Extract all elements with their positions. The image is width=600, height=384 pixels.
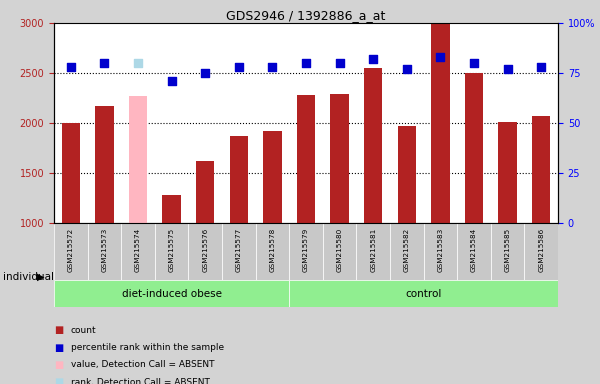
Point xyxy=(100,60,109,66)
Text: GSM215577: GSM215577 xyxy=(236,227,242,271)
Text: ■: ■ xyxy=(54,360,63,370)
Bar xyxy=(465,73,483,223)
Text: GSM215586: GSM215586 xyxy=(538,227,544,271)
Bar xyxy=(88,223,121,280)
Bar xyxy=(331,94,349,223)
Bar xyxy=(532,116,550,223)
Point xyxy=(368,56,378,62)
Bar xyxy=(155,223,188,280)
Bar xyxy=(121,223,155,280)
Point xyxy=(133,60,143,66)
Bar xyxy=(524,223,558,280)
Point xyxy=(335,60,344,66)
Bar xyxy=(129,96,147,223)
Bar xyxy=(54,280,289,307)
Text: ■: ■ xyxy=(54,343,63,353)
Bar xyxy=(424,223,457,280)
Bar xyxy=(196,161,214,223)
Bar xyxy=(499,122,517,223)
Point xyxy=(234,64,244,70)
Bar xyxy=(457,223,491,280)
Point xyxy=(503,66,512,72)
Text: rank, Detection Call = ABSENT: rank, Detection Call = ABSENT xyxy=(71,377,209,384)
Text: GSM215573: GSM215573 xyxy=(101,227,107,271)
Bar xyxy=(356,223,390,280)
Text: GSM215574: GSM215574 xyxy=(135,227,141,271)
Bar xyxy=(188,223,222,280)
Bar xyxy=(54,223,88,280)
Bar xyxy=(323,223,356,280)
Bar xyxy=(222,223,256,280)
Bar xyxy=(364,68,382,223)
Text: GSM215575: GSM215575 xyxy=(169,227,175,271)
Text: count: count xyxy=(71,326,97,335)
Text: GSM215572: GSM215572 xyxy=(68,227,74,271)
Point xyxy=(167,78,176,84)
Text: GSM215583: GSM215583 xyxy=(437,227,443,271)
Point xyxy=(436,54,445,60)
Text: GSM215585: GSM215585 xyxy=(505,227,511,271)
Bar xyxy=(289,223,323,280)
Bar xyxy=(289,280,558,307)
Text: GSM215581: GSM215581 xyxy=(370,227,376,271)
Point xyxy=(268,64,277,70)
Text: ▶: ▶ xyxy=(37,272,45,282)
Text: ■: ■ xyxy=(54,377,63,384)
Bar xyxy=(398,126,416,223)
Bar xyxy=(256,223,289,280)
Bar xyxy=(163,195,181,223)
Text: GSM215580: GSM215580 xyxy=(337,227,343,271)
Text: ■: ■ xyxy=(54,325,63,335)
Point xyxy=(200,70,210,76)
Point xyxy=(536,64,546,70)
Point xyxy=(301,60,311,66)
Text: GSM215584: GSM215584 xyxy=(471,227,477,271)
Text: control: control xyxy=(406,289,442,299)
Text: individual: individual xyxy=(3,272,54,282)
Point xyxy=(469,60,479,66)
Text: GSM215582: GSM215582 xyxy=(404,227,410,271)
Bar xyxy=(230,136,248,223)
Bar xyxy=(390,223,424,280)
Bar xyxy=(491,223,524,280)
Bar xyxy=(297,95,315,223)
Bar xyxy=(263,131,281,223)
Text: GSM215579: GSM215579 xyxy=(303,227,309,271)
Title: GDS2946 / 1392886_a_at: GDS2946 / 1392886_a_at xyxy=(226,9,386,22)
Text: GSM215578: GSM215578 xyxy=(269,227,275,271)
Point xyxy=(66,64,76,70)
Text: GSM215576: GSM215576 xyxy=(202,227,208,271)
Text: value, Detection Call = ABSENT: value, Detection Call = ABSENT xyxy=(71,360,214,369)
Point xyxy=(402,66,412,72)
Bar xyxy=(431,24,449,223)
Bar xyxy=(95,106,113,223)
Text: diet-induced obese: diet-induced obese xyxy=(122,289,221,299)
Text: percentile rank within the sample: percentile rank within the sample xyxy=(71,343,224,352)
Bar xyxy=(62,123,80,223)
